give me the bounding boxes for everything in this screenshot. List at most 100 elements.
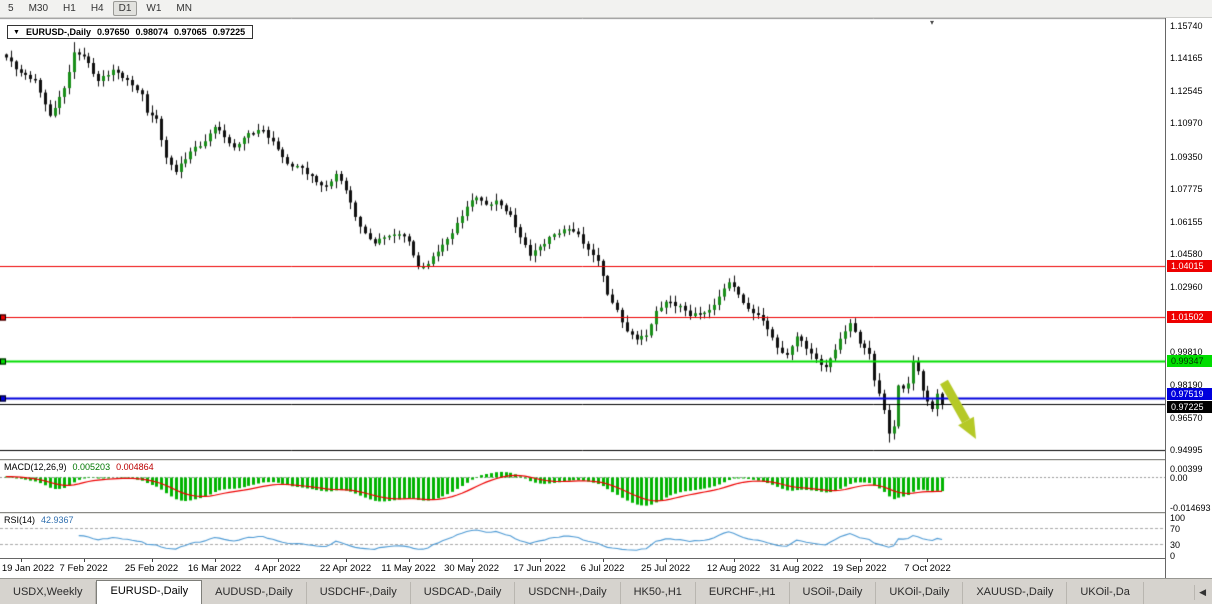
- ohlc-open: 0.97650: [96, 27, 130, 37]
- date-tick: [409, 559, 410, 562]
- chart-shift-marker-icon[interactable]: ▾: [930, 18, 935, 27]
- macd-panel[interactable]: MACD(12,26,9) 0.005203 0.004864: [0, 461, 1165, 512]
- price-scale-label: 1.12545: [1170, 86, 1203, 97]
- tab-scroll-left-button[interactable]: ◀: [1194, 585, 1210, 600]
- panel-splitter[interactable]: [0, 512, 1212, 514]
- date-label: 25 Feb 2022: [124, 563, 179, 574]
- date-label: 4 Apr 2022: [254, 563, 301, 574]
- macd-main-value: 0.005203: [72, 462, 111, 472]
- date-label: 7 Oct 2022: [904, 563, 951, 574]
- tab-xauusd-daily[interactable]: XAUUSD-,Daily: [963, 582, 1068, 604]
- rsi-canvas[interactable]: [0, 514, 1165, 558]
- timeframe-button-h4[interactable]: H4: [90, 3, 104, 14]
- price-scale-label: 1.14165: [1170, 53, 1203, 64]
- dropdown-triangle-icon[interactable]: ▼: [13, 28, 20, 36]
- price-scale-label: 0.94995: [1170, 445, 1203, 455]
- timeframe-button-5[interactable]: 5: [8, 3, 14, 14]
- date-axis[interactable]: 19 Jan 2022 7 Feb 2022 25 Feb 2022 16 Mar 2…: [0, 558, 1165, 578]
- date-tick: [927, 559, 928, 562]
- macd-label: MACD(12,26,9) 0.005203 0.004864: [4, 462, 154, 472]
- macd-scale-label: 0.00: [1170, 472, 1188, 483]
- date-tick: [152, 559, 153, 562]
- date-label: 7 Feb 2022: [59, 563, 108, 574]
- price-scale-label: 1.10970: [1170, 118, 1203, 129]
- date-label: 19 Sep 2022: [832, 563, 887, 574]
- tab-hk50-h1[interactable]: HK50-,H1: [620, 582, 696, 604]
- macd-scale-label: -0.014693: [1170, 503, 1211, 514]
- timeframe-button-w1[interactable]: W1: [146, 3, 162, 14]
- tab-usdcnh-daily[interactable]: USDCNH-,Daily: [515, 582, 621, 604]
- price-scale-label: 0.98190: [1170, 379, 1203, 390]
- rsi-scale-label: 100: [1170, 513, 1186, 523]
- price-scale-label: 1.04580: [1170, 249, 1203, 260]
- chart-title-box: ▼ EURUSD-,Daily 0.97650 0.98074 0.97065 …: [7, 25, 254, 39]
- chart-tabbar: USDX,Weekly EURUSD-,Daily AUDUSD-,Daily USD…: [0, 578, 1212, 604]
- tab-audusd-daily[interactable]: AUDUSD-,Daily: [202, 582, 307, 604]
- price-line-tag: 1.04015: [1167, 259, 1212, 272]
- rsi-label: RSI(14) 42.9367: [4, 515, 74, 525]
- price-scale-label: 1.15740: [1170, 21, 1203, 31]
- tab-ukoil-da[interactable]: UKOil-,Da: [1067, 582, 1144, 604]
- timeframe-button-m30[interactable]: M30: [28, 3, 49, 14]
- macd-signal-value: 0.004864: [116, 462, 154, 472]
- price-scale-label: 1.07775: [1170, 183, 1203, 194]
- rsi-panel[interactable]: RSI(14) 42.9367: [0, 514, 1165, 558]
- tab-usdchf-daily[interactable]: USDCHF-,Daily: [306, 582, 411, 604]
- rsi-scale-label: 0: [1170, 551, 1176, 561]
- date-label: 6 Jul 2022: [580, 563, 625, 574]
- date-label: 17 Jun 2022: [513, 563, 566, 574]
- ohlc-low: 0.97065: [174, 27, 207, 37]
- date-tick: [666, 559, 667, 562]
- price-scale-label: 0.99810: [1170, 346, 1203, 357]
- panel-splitter[interactable]: [0, 459, 1212, 461]
- main-chart-canvas[interactable]: [0, 18, 1165, 459]
- price-scale-label: 1.02960: [1170, 282, 1203, 293]
- rsi-scale-label: 70: [1170, 524, 1181, 535]
- date-tick: [797, 559, 798, 562]
- date-tick: [84, 559, 85, 562]
- price-scale-label: 1.09350: [1170, 151, 1203, 162]
- tab-usdcad-daily[interactable]: USDCAD-,Daily: [410, 582, 516, 604]
- tab-usdx-weekly[interactable]: USDX,Weekly: [0, 582, 97, 604]
- date-tick: [215, 559, 216, 562]
- date-label: 12 Aug 2022: [706, 563, 761, 574]
- tab-eurusd-daily[interactable]: EURUSD-,Daily: [96, 580, 203, 604]
- ohlc-close: 0.97225: [212, 27, 246, 37]
- price-scale[interactable]: 1.15740 1.14165 1.12545 1.10970 1.09350 1.077…: [1165, 18, 1212, 578]
- date-label: 16 Mar 2022: [187, 563, 242, 574]
- date-tick: [603, 559, 604, 562]
- rsi-name: RSI(14): [4, 515, 36, 525]
- timeframe-button-h1[interactable]: H1: [63, 3, 76, 14]
- rsi-scale-label: 30: [1170, 539, 1181, 550]
- tab-eurchf-h1[interactable]: EURCHF-,H1: [695, 582, 790, 604]
- ohlc-high: 0.98074: [135, 27, 169, 37]
- macd-name: MACD(12,26,9): [4, 462, 67, 472]
- price-scale-label: 1.06155: [1170, 216, 1203, 227]
- chart-area[interactable]: ▼ EURUSD-,Daily 0.97650 0.98074 0.97065 …: [0, 18, 1165, 459]
- date-label: 19 Jan 2022: [1, 563, 55, 574]
- chart-symbol-label: EURUSD-,Daily: [25, 27, 91, 37]
- price-line-tag: 0.99347: [1167, 355, 1212, 368]
- date-tick: [472, 559, 473, 562]
- current-price-tag: 0.97225: [1167, 401, 1212, 414]
- date-label: 11 May 2022: [381, 563, 436, 574]
- timeframe-button-d1[interactable]: D1: [112, 1, 138, 16]
- date-tick: [21, 559, 22, 562]
- tab-ukoil-daily[interactable]: UKOil-,Daily: [876, 582, 964, 604]
- macd-canvas[interactable]: [0, 461, 1165, 512]
- date-label: 22 Apr 2022: [319, 563, 372, 574]
- timeframe-button-mn[interactable]: MN: [176, 3, 192, 14]
- date-tick: [540, 559, 541, 562]
- date-label: 25 Jul 2022: [641, 563, 691, 574]
- tab-usoil-daily[interactable]: USOil-,Daily: [789, 582, 877, 604]
- price-line-tag: 1.01502: [1167, 311, 1212, 323]
- rsi-value: 42.9367: [41, 515, 74, 525]
- price-scale-label: 0.96570: [1170, 412, 1203, 423]
- date-label: 31 Aug 2022: [769, 563, 824, 574]
- macd-scale-label: 0.00399: [1170, 464, 1203, 475]
- price-line-tag: 0.97519: [1167, 388, 1212, 401]
- date-tick: [278, 559, 279, 562]
- date-tick: [734, 559, 735, 562]
- date-tick: [346, 559, 347, 562]
